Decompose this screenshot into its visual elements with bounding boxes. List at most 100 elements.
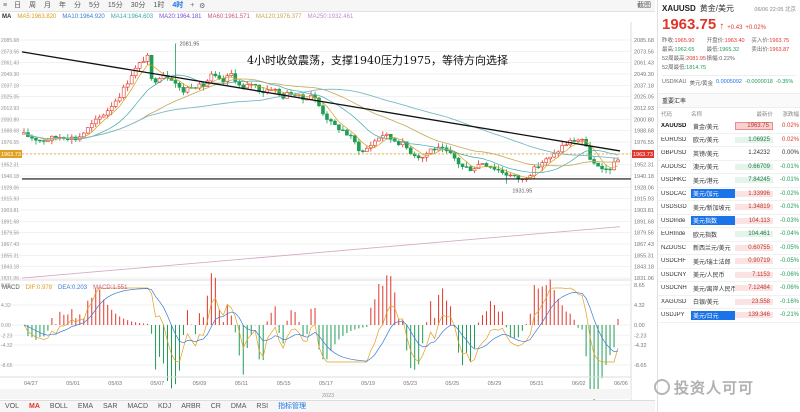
table-row[interactable]: NZDUSC 新西兰元/美元 0.60755 -0.05% [658,242,800,255]
table-row[interactable]: USDCHF 美元/瑞士法郎 0.90719 -0.05% [658,255,800,269]
row-change: -0.16% [779,298,799,305]
table-header-cell[interactable]: 涨跌幅 [782,112,799,118]
candle-body [396,140,401,146]
table-row[interactable]: GBPUSD 英镑/美元 1.24232 0.00% [658,147,800,161]
row-change: -0.01% [779,163,799,170]
indicator-tab[interactable]: RSI [256,402,269,410]
table-row[interactable]: EURUSD 欧元/美元 1.06925 0.02% [658,134,800,147]
candle-body [560,145,564,153]
table-header-cell[interactable]: 代码 [661,112,673,118]
y-tick-label: 1976.55 [634,140,654,146]
y-tick-label: 2073.56 [634,49,654,55]
period-tab[interactable]: 1时 [153,1,165,9]
indicator-tab[interactable]: SAR [102,402,118,410]
y-tick-label: 2085.68 [634,38,654,44]
table-row[interactable]: USDHKC 美元/港元 7.84245 -0.01% [658,174,800,188]
quote-stat-value: 1963.87 [769,47,790,53]
crosshair-icon[interactable]: + [190,2,195,9]
candle-body [137,62,142,69]
period-tab[interactable]: 30分 [130,1,146,9]
indicator-tab[interactable]: MACD [127,402,149,410]
row-symbol: USDHKC [661,177,687,184]
ma-legend-item: MA20:1964.181 [159,13,201,21]
macd-y-tick-left: -4.32 [1,343,13,349]
indicator-tab[interactable]: ARBR [181,402,201,410]
row-symbol: EURInde [661,231,686,238]
settings-icon[interactable]: ⚙ [199,2,206,10]
ma-legend-value: 1932.461 [328,14,354,20]
table-row[interactable]: XAUUSD 黄金/美元 1963.75 0.02% [658,120,800,134]
period-tab[interactable]: 周 [29,1,36,9]
indicator-tab[interactable]: MA [29,402,40,410]
scrollbar[interactable] [0,389,631,399]
quote-stat-value: 2081.95 [686,56,707,62]
table-row[interactable]: USDSGD 美元/新加坡元 1.34819 -0.02% [658,201,800,215]
indicator-tabs: VOL MA BOLL EMA SAR MACD KDJ ARBR CR DMA RSI 指标管理 [0,400,655,412]
candle-body [408,147,413,155]
usdkau-label: USD/KAU [662,79,687,85]
row-name: 美元/日元 [691,310,735,320]
period-tab[interactable]: 日 [14,1,21,9]
table-row[interactable]: USDCNH 美元/离岸人民币 7.12484 -0.06% [658,282,800,296]
candle-body [612,161,616,171]
row-price: 23.558 [735,298,773,305]
row-price: 1963.75 [735,122,773,131]
candle-body [480,163,485,165]
candle-body [377,137,381,142]
candle-body [548,156,553,160]
quote-stat [751,54,796,62]
period-tab[interactable]: 15分 [107,1,123,9]
row-price: 0.66709 [735,163,773,170]
quote-stat: 最低:1965.32 [707,45,752,53]
indicator-tab[interactable]: BOLL [49,402,68,410]
period-tab[interactable]: 5分 [89,1,100,9]
table-row[interactable]: XAGUSD 白银/美元 23.558 -0.16% [658,296,800,309]
candle-body [313,95,317,99]
indicator-tab[interactable]: VOL [5,402,20,410]
screenshot-button[interactable]: 截图 [637,1,651,9]
indicator-tab[interactable]: CR [210,402,221,410]
x-tick-label: 05/01 [66,381,80,387]
candle-body [353,135,357,143]
indicator-tab[interactable]: 指标管理 [278,402,307,410]
y-tick-label: 1940.18 [634,174,654,180]
y-tick-label-left: 2000.80 [1,117,19,123]
period-tab[interactable]: 月 [44,1,51,9]
table-row[interactable]: USDJPY 美元/日元 139.346 -0.21% [658,309,800,323]
indicator-tab[interactable]: KDJ [158,402,172,410]
period-tab[interactable]: 分 [74,1,81,9]
table-row[interactable]: USDCAC 美元/加元 1.33996 -0.02% [658,188,800,201]
candle-body [125,83,130,88]
candle-body [552,153,557,158]
table-header-cell[interactable]: 最新价 [756,112,773,118]
indicator-tab[interactable]: DMA [230,402,247,410]
row-change: -0.05% [779,244,799,251]
candle-body [245,84,250,89]
candle-body [384,133,389,136]
period-tab[interactable]: 年 [59,1,66,9]
table-row[interactable]: AUDUSC 澳元/美元 0.66709 -0.01% [658,161,800,174]
usdkau-pct: -0.35% [775,79,794,85]
y-tick-label-left: 1903.81 [1,208,19,214]
ma-legend-label: MA60: [207,14,225,20]
table-row[interactable]: EURInde 欧元指数 104.461 -0.04% [658,228,800,242]
x-tick-label: 06/06 [614,381,628,387]
rates-table: XAUUSD 黄金/美元 1963.75 0.02% EURUSD 欧元/美元 1.0692… [658,120,800,323]
chart-area[interactable]: 2085.68 2073.56 2061.43 2049.30 2037.18 2025.… [0,12,655,400]
table-row[interactable]: USDInde 美元指数 104.113 -0.03% [658,215,800,228]
y-tick-label-left: 1831.06 [1,276,19,282]
row-name: 白银/美元 [693,300,719,307]
y-tick-label-left: 1855.31 [1,253,19,259]
candle-body [600,165,604,170]
y-tick-label: 2061.43 [634,61,654,67]
table-row[interactable]: USDCNY 美元/人民币 7.1153 -0.06% [658,269,800,282]
menu-icon[interactable]: ≡ [2,2,8,9]
candlestick-chart[interactable]: 2085.68 2073.56 2061.43 2049.30 2037.18 2025.… [0,12,655,400]
period-tab[interactable]: 4时 [172,1,184,9]
row-name: 欧元/美元 [693,138,719,145]
indicator-tab[interactable]: EMA [77,402,93,410]
row-price: 1.34819 [735,204,773,211]
x-tick-label: 05/17 [319,381,333,387]
candle-body [237,81,242,86]
table-header-cell[interactable]: 名称 [691,112,703,118]
